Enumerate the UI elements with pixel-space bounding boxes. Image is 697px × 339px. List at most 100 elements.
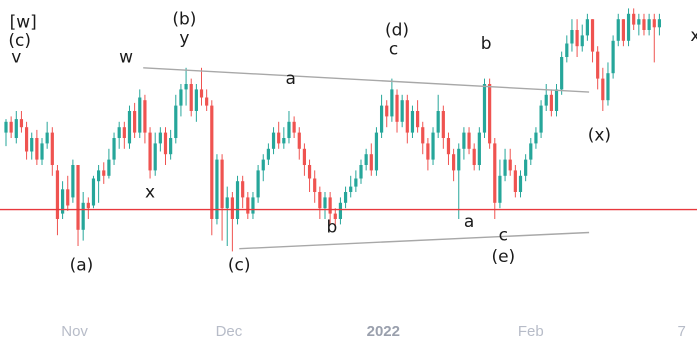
candle: [601, 67, 605, 111]
candle-body: [343, 192, 348, 203]
candle-body: [472, 148, 476, 165]
candle-body: [503, 159, 507, 176]
candle-body: [642, 19, 646, 30]
candle-body: [76, 165, 80, 230]
candle-body: [169, 138, 173, 155]
candle-body: [590, 19, 595, 52]
candle: [441, 105, 445, 149]
candle-body: [508, 159, 512, 171]
candle: [107, 148, 111, 179]
candle-body: [81, 202, 85, 230]
candle: [570, 19, 574, 52]
candle: [575, 19, 579, 57]
wave-label: (c): [228, 255, 251, 275]
candle-body: [441, 111, 445, 138]
candle-body: [174, 105, 178, 138]
candle: [189, 78, 193, 117]
candle-body: [102, 170, 106, 176]
candle: [488, 78, 492, 149]
candle-body: [318, 192, 322, 209]
wave-label: (x): [588, 126, 611, 146]
candle: [318, 186, 322, 219]
candle: [24, 121, 29, 160]
candle-body: [205, 97, 209, 106]
candle-body: [385, 105, 389, 117]
candle: [117, 121, 121, 149]
wave-label: b: [481, 34, 492, 54]
candle-body: [611, 40, 615, 74]
candle: [4, 119, 8, 147]
candle: [616, 13, 620, 47]
candle: [400, 94, 404, 128]
x-tick-label: 2022: [367, 323, 400, 339]
wave-label: w: [119, 47, 133, 67]
candle-body: [60, 189, 65, 214]
candle-body: [446, 138, 451, 155]
candle: [390, 78, 394, 122]
candle: [549, 89, 553, 117]
candle-body: [349, 186, 353, 192]
candle: [621, 19, 625, 47]
candle: [50, 127, 54, 176]
candle-body: [91, 178, 96, 206]
candle-body: [616, 19, 620, 41]
candle-body: [35, 138, 39, 160]
candle: [359, 159, 363, 184]
candle: [60, 181, 65, 219]
candle-body: [513, 170, 517, 192]
wave-label: (d): [385, 20, 409, 40]
candle-body: [4, 121, 8, 133]
candle-body: [374, 132, 379, 171]
candle-body: [452, 154, 456, 171]
candle-body: [86, 202, 90, 209]
candle-body: [328, 197, 332, 214]
candle-body: [534, 132, 538, 144]
candle: [215, 154, 219, 225]
candle: [133, 102, 137, 138]
candle: [35, 129, 39, 165]
candle-body: [297, 132, 301, 149]
candle: [333, 208, 337, 230]
x-tick-label: Nov: [61, 323, 88, 339]
candle: [596, 46, 600, 90]
wave-label: (c): [8, 31, 31, 51]
candle-body: [40, 143, 44, 160]
candle-body: [580, 35, 584, 47]
candle-body: [400, 100, 404, 122]
candle: [143, 94, 147, 144]
candle: [462, 127, 466, 160]
candle: [205, 89, 209, 111]
candle-body: [626, 13, 631, 41]
wave-label: c: [499, 226, 508, 246]
candle-body: [122, 127, 126, 138]
candle-body: [467, 132, 471, 149]
candle: [343, 186, 348, 209]
candle-body: [313, 178, 317, 192]
candle-body: [277, 132, 281, 144]
wave-label: [w]: [10, 12, 37, 32]
candle: [467, 127, 471, 155]
candle: [210, 100, 214, 236]
candle-body: [230, 197, 234, 219]
trendline: [143, 67, 590, 93]
candle: [148, 127, 152, 179]
candle: [122, 121, 126, 149]
candle-body: [9, 121, 13, 133]
wave-label: (b): [172, 10, 196, 30]
candle: [246, 192, 250, 219]
candle-body: [220, 159, 224, 209]
candle-body: [652, 19, 656, 28]
candle: [364, 148, 368, 171]
candle: [554, 84, 559, 117]
candle: [163, 127, 168, 165]
candle-body: [256, 170, 260, 198]
candle-body: [575, 30, 579, 47]
lines-layer: [0, 67, 697, 250]
candle: [81, 192, 85, 241]
candle-body: [143, 100, 147, 133]
candle: [369, 143, 373, 176]
candle-body: [302, 148, 307, 165]
candle-body: [657, 19, 662, 28]
candle: [338, 197, 343, 225]
candle-body: [235, 181, 240, 219]
